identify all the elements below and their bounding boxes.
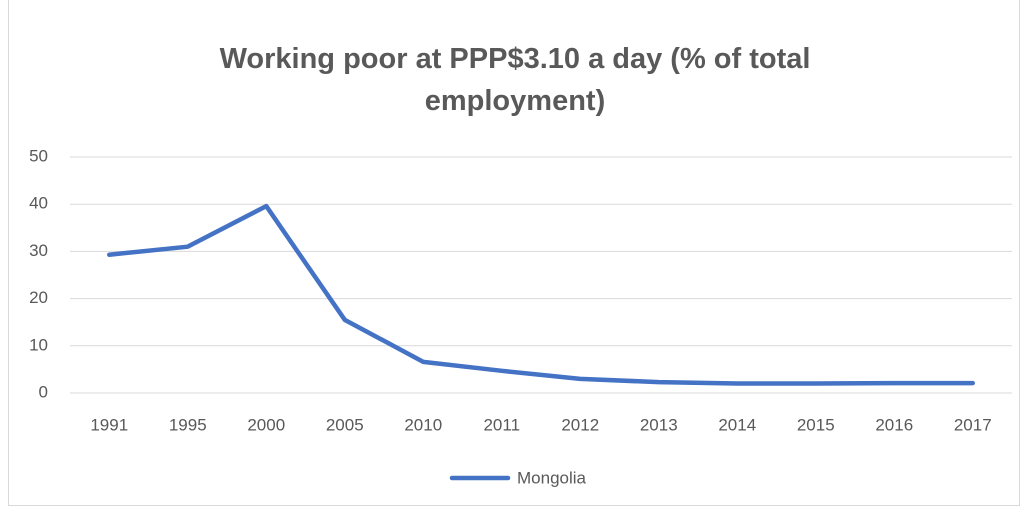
x-tick-label: 2015 xyxy=(797,415,835,434)
legend-label: Mongolia xyxy=(517,468,587,487)
x-tick-label: 1995 xyxy=(169,415,207,434)
y-tick-label: 20 xyxy=(29,288,48,307)
x-tick-label: 2013 xyxy=(640,415,678,434)
x-tick-label: 2011 xyxy=(483,415,520,434)
x-tick-label: 1991 xyxy=(90,415,128,434)
y-tick-label: 10 xyxy=(29,335,48,354)
x-tick-label: 2016 xyxy=(875,415,913,434)
x-tick-label: 2000 xyxy=(247,415,285,434)
x-tick-label: 2005 xyxy=(326,415,364,434)
x-tick-label: 2017 xyxy=(954,415,992,434)
x-tick-label: 2014 xyxy=(718,415,756,434)
series-line xyxy=(107,203,975,386)
y-tick-label: 40 xyxy=(29,194,48,213)
chart-frame xyxy=(8,0,1020,506)
x-tick-label: 2012 xyxy=(561,415,599,434)
y-tick-label: 50 xyxy=(29,146,48,165)
y-tick-label: 30 xyxy=(29,241,48,260)
chart-title: Working poor at PPP$3.10 a day (% of tot… xyxy=(219,43,811,117)
x-tick-label: 2010 xyxy=(404,415,442,434)
y-tick-label: 0 xyxy=(39,382,48,401)
